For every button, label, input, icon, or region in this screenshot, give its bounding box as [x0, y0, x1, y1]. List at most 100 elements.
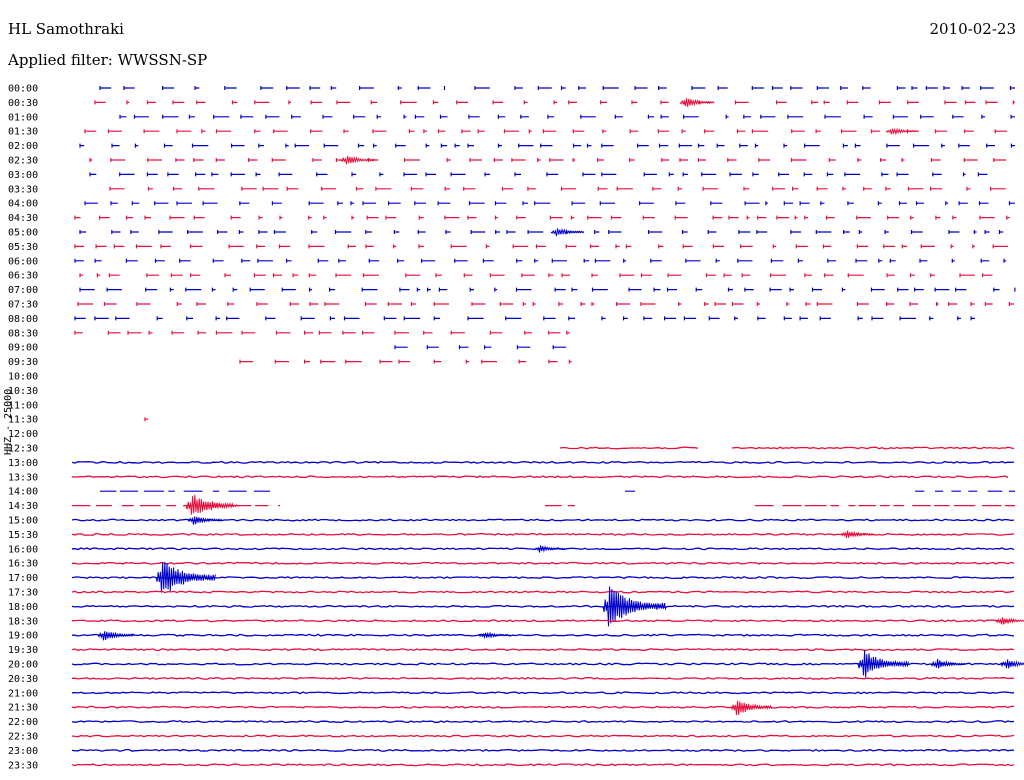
trace-row: 12:30 — [8, 444, 1015, 455]
trace-row: 07:30 — [8, 300, 1014, 311]
time-tick-label: 11:30 — [8, 415, 38, 426]
trace-row: 13:30 — [8, 472, 1009, 483]
trace-line — [99, 86, 1015, 90]
time-tick-label: 00:00 — [8, 84, 38, 95]
trace-line — [71, 748, 1015, 752]
event-burst — [885, 127, 918, 136]
event-burst — [97, 631, 135, 641]
event-burst — [857, 650, 910, 678]
time-tick-label: 03:00 — [8, 170, 38, 181]
time-tick-label: 02:00 — [8, 141, 38, 152]
trace-row: 18:30 — [8, 616, 1024, 627]
trace-row: 10:00 — [8, 372, 38, 383]
time-tick-label: 05:00 — [8, 228, 38, 239]
trace-line — [94, 100, 1015, 105]
event-burst — [187, 516, 223, 525]
trace-row: 04:00 — [8, 199, 1015, 210]
time-tick-label: 09:30 — [8, 357, 38, 368]
time-tick-label: 19:30 — [8, 645, 38, 656]
trace-row: 02:30 — [8, 155, 1007, 167]
trace-row: 06:00 — [8, 256, 1007, 267]
trace-line — [79, 143, 1015, 148]
trace-row: 00:30 — [8, 98, 1015, 109]
trace-row: 06:30 — [8, 271, 993, 282]
trace-line — [71, 460, 1015, 464]
trace-line — [71, 561, 1015, 565]
time-tick-label: 14:00 — [8, 487, 38, 498]
time-tick-label: 01:30 — [8, 127, 38, 138]
event-burst — [478, 631, 511, 640]
trace-line — [119, 114, 1015, 119]
event-burst — [840, 530, 875, 539]
trace-line — [71, 662, 1015, 666]
event-burst — [602, 586, 667, 627]
trace-row: 20:00 — [8, 650, 1024, 678]
trace-row: 04:30 — [8, 213, 1010, 224]
trace-row: 23:00 — [8, 746, 1015, 757]
event-burst — [730, 700, 773, 716]
trace-row: 00:00 — [8, 84, 1015, 95]
trace-line — [77, 302, 1014, 306]
trace-line — [79, 273, 993, 278]
time-tick-label: 06:30 — [8, 271, 38, 282]
trace-row: 09:30 — [8, 357, 572, 368]
trace-line — [559, 446, 1015, 450]
trace-line — [239, 359, 572, 364]
trace-row: 19:00 — [8, 631, 1015, 642]
trace-line — [394, 345, 567, 350]
trace-line — [109, 186, 1006, 191]
time-tick-label: 22:00 — [8, 717, 38, 728]
trace-row: 10:30 — [8, 386, 38, 397]
trace-row: 05:30 — [8, 242, 1008, 253]
trace-row: 14:30 — [8, 494, 1015, 515]
trace-line — [71, 763, 1015, 767]
filter-label: Applied filter: WWSSN-SP — [8, 51, 208, 69]
time-tick-label: 16:30 — [8, 559, 38, 570]
time-tick-label: 07:00 — [8, 285, 38, 296]
trace-row: 15:00 — [8, 516, 1015, 527]
trace-row: 22:00 — [8, 717, 1015, 728]
time-tick-label: 23:00 — [8, 746, 38, 757]
event-burst — [995, 617, 1024, 625]
station-name: HL Samothraki — [8, 20, 124, 38]
time-tick-label: 09:00 — [8, 343, 38, 354]
time-tick-label: 00:30 — [8, 98, 38, 109]
trace-line — [71, 705, 1014, 709]
trace-row: 03:30 — [8, 184, 1006, 195]
trace-row: 15:30 — [8, 530, 1015, 541]
trace-line — [84, 201, 1015, 206]
trace-line — [72, 633, 1015, 637]
trace-row: 16:00 — [8, 544, 1015, 555]
event-burst — [155, 561, 216, 593]
trace-row: 21:30 — [8, 700, 1014, 716]
time-tick-label: 21:30 — [8, 703, 38, 714]
trace-line — [71, 720, 1015, 724]
trace-row: 05:00 — [8, 228, 1004, 239]
trace-line — [71, 648, 1015, 652]
trace-row: 21:00 — [8, 688, 1015, 699]
time-tick-label: 14:30 — [8, 501, 38, 512]
time-tick-label: 13:00 — [8, 458, 38, 469]
time-tick-label: 17:30 — [8, 588, 38, 599]
trace-line — [71, 676, 1015, 680]
time-tick-label: 20:30 — [8, 674, 38, 685]
trace-line — [144, 417, 149, 422]
trace-line — [71, 604, 1015, 608]
event-burst — [679, 98, 715, 108]
time-tick-label: 22:30 — [8, 732, 38, 743]
trace-row: 07:00 — [8, 285, 1016, 296]
event-burst — [930, 658, 966, 669]
trace-row: 13:00 — [8, 458, 1015, 469]
time-tick-label: 10:00 — [8, 372, 38, 383]
trace-row: 19:30 — [8, 645, 1015, 656]
time-tick-label: 18:00 — [8, 602, 38, 613]
time-tick-label: 02:30 — [8, 156, 38, 167]
trace-row: 17:30 — [8, 588, 1015, 599]
time-tick-label: 20:00 — [8, 660, 38, 671]
trace-row: 16:30 — [8, 559, 1015, 570]
trace-row: 14:00 — [8, 487, 1015, 498]
event-burst — [340, 155, 376, 165]
time-tick-label: 05:30 — [8, 242, 38, 253]
trace-line — [74, 244, 1008, 249]
time-tick-label: 15:00 — [8, 516, 38, 527]
